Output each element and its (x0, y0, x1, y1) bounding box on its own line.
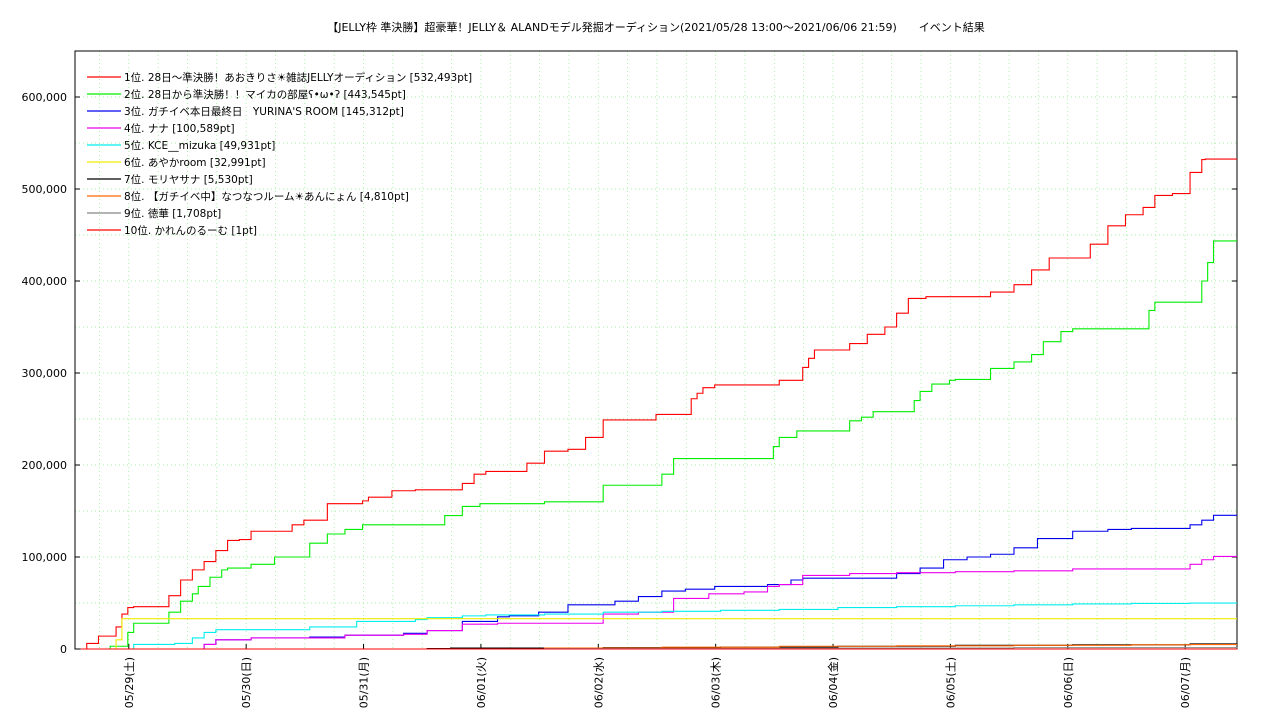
legend-label: 1位. 28日〜準決勝！あおきりさ☀雑誌JELLYオーディション [532,49… (124, 71, 472, 84)
y-axis: 0 100,000 200,000 300,000 400,000 500,000 600,… (22, 91, 1237, 656)
x-tick-label: 06/07(月) (1179, 657, 1192, 708)
x-tick-label: 06/02(水) (592, 657, 605, 708)
legend-label: 4位. ナナ [100,589pt] (124, 122, 235, 135)
legend-label: 6位. あやかroom [32,991pt] (124, 156, 266, 169)
x-tick-label: 06/01(火) (475, 657, 488, 708)
series-line (80, 618, 1237, 650)
legend-label: 8位. 【ガチイベ中】なつなつルーム☀あんにょん [4,810pt] (124, 190, 409, 203)
series-line (80, 602, 1237, 650)
x-tick-label: 05/31(月) (358, 657, 371, 708)
grid (75, 51, 1237, 649)
y-tick-label: 300,000 (22, 367, 68, 380)
series-line (80, 514, 1237, 650)
x-tick-label: 05/30(日) (240, 657, 253, 708)
legend-label: 7位. モリヤサナ [5,530pt] (124, 173, 253, 186)
legend-label: 10位. かれんのるーむ [1pt] (124, 224, 257, 237)
series-line (80, 555, 1237, 650)
x-tick-label: 06/05(土) (944, 657, 957, 708)
legend-label: 3位. ガチイベ本日最終日 YURINA'S ROOM [145,312pt] (124, 105, 404, 118)
legend: 1位. 28日〜準決勝！あおきりさ☀雑誌JELLYオーディション [532,49… (87, 71, 472, 237)
legend-label: 9位. 徳華 [1,708pt] (124, 207, 221, 220)
y-tick-label: 600,000 (22, 91, 68, 104)
y-tick-label: 500,000 (22, 183, 68, 196)
x-axis: 05/29(土) 05/30(日) 05/31(月) 06/01(火) 06/02(水)… (123, 644, 1192, 708)
chart-title: 【JELLY枠 準決勝】超豪華！JELLY＆ ALANDモデル発掘オーディション… (327, 20, 985, 34)
y-tick-label: 200,000 (22, 459, 68, 472)
y-tick-label: 0 (60, 643, 67, 656)
x-tick-label: 05/29(土) (123, 657, 136, 708)
series-line (80, 158, 1237, 650)
x-tick-label: 06/04(金) (826, 657, 840, 708)
y-tick-label: 400,000 (22, 275, 68, 288)
legend-label: 5位. KCE__mizuka [49,931pt] (124, 139, 275, 152)
y-tick-label: 100,000 (22, 551, 68, 564)
x-tick-label: 06/03(木) (710, 657, 723, 708)
series-line (80, 240, 1237, 650)
legend-label: 2位. 28日から準決勝！！マイカの部屋ʕ•ω•ʔ [443,545pt] (124, 88, 406, 101)
x-tick-label: 06/06(日) (1062, 657, 1075, 708)
series-group (80, 158, 1238, 650)
